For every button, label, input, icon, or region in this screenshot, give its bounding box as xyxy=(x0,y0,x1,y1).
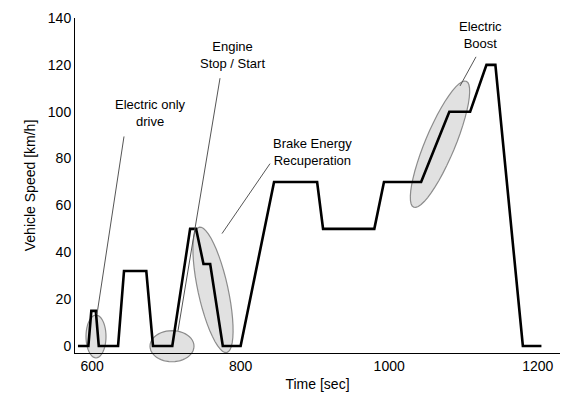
svg-text:100: 100 xyxy=(48,104,72,120)
svg-text:0: 0 xyxy=(63,338,71,354)
svg-text:1000: 1000 xyxy=(374,358,405,374)
svg-text:140: 140 xyxy=(48,10,72,26)
svg-text:120: 120 xyxy=(48,57,72,73)
svg-text:40: 40 xyxy=(56,244,72,260)
svg-text:Vehicle Speed [km/h]: Vehicle Speed [km/h] xyxy=(22,120,38,252)
svg-text:600: 600 xyxy=(80,358,104,374)
svg-text:1200: 1200 xyxy=(522,358,553,374)
svg-text:Electric onlydrive: Electric onlydrive xyxy=(115,97,186,129)
svg-text:80: 80 xyxy=(56,150,72,166)
svg-text:ElectricBoost: ElectricBoost xyxy=(459,19,502,51)
svg-text:800: 800 xyxy=(229,358,253,374)
svg-text:Brake EnergyRecuperation: Brake EnergyRecuperation xyxy=(273,136,352,168)
svg-text:60: 60 xyxy=(56,197,72,213)
svg-text:EngineStop / Start: EngineStop / Start xyxy=(200,39,265,71)
svg-text:Time [sec]: Time [sec] xyxy=(285,376,349,392)
svg-text:20: 20 xyxy=(56,291,72,307)
